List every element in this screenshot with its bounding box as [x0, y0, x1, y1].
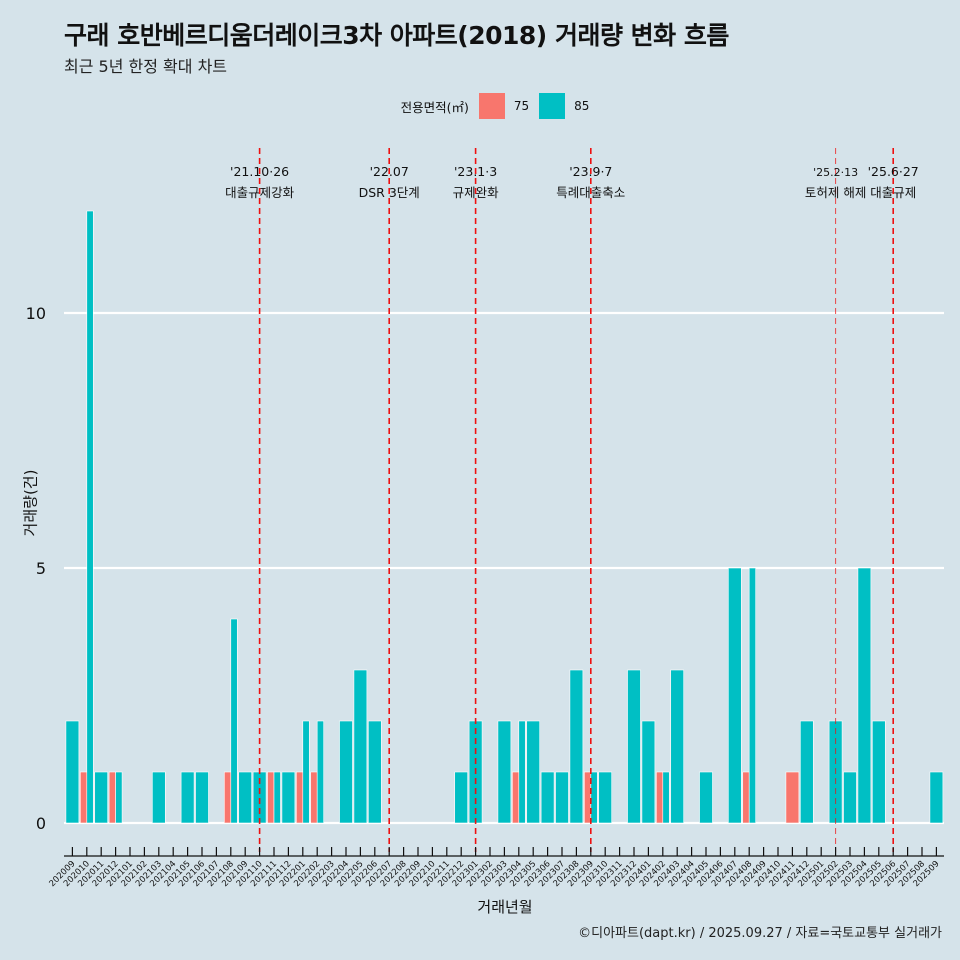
- bar-75-202408: [742, 771, 750, 824]
- legend-label-75: 75: [513, 99, 530, 113]
- event-label-202301: 규제완화: [453, 185, 500, 200]
- bar-75-202201: [296, 771, 304, 824]
- bar-85-202403: [670, 669, 684, 824]
- legend-swatch-75: [478, 93, 505, 119]
- bar-85-202505: [872, 720, 886, 824]
- event-date-202110: '21.10·26: [230, 164, 289, 179]
- bar-85-202012: [115, 771, 123, 824]
- legend-swatch-85: [539, 93, 566, 119]
- event-label-202110: 대출규제강화: [225, 185, 295, 200]
- bar-85-202309: [590, 771, 598, 824]
- bar-85-202109: [238, 771, 252, 824]
- bar-75-202202: [310, 771, 318, 824]
- bar-85-202312: [627, 669, 641, 824]
- chart-title: 구래 호반베르디움더레이크3차 아파트(2018) 거래량 변화 흐름: [64, 21, 729, 50]
- x-axis-title: 거래년월: [477, 898, 533, 916]
- bar-85-202205: [353, 669, 368, 824]
- event-date-202506: '25.6·27: [868, 164, 919, 179]
- bar-85-202405: [699, 771, 713, 824]
- bar-85-202010: [86, 210, 94, 824]
- bar-85-202407: [728, 567, 742, 824]
- bar-75-202010: [80, 771, 88, 824]
- y-tick-label: 10: [26, 304, 46, 323]
- legend-label-85: 85: [574, 99, 590, 113]
- bar-85-202108: [230, 618, 238, 824]
- bar-85-202112: [281, 771, 296, 824]
- bar-75-202111: [267, 771, 275, 824]
- bar-85-202201: [302, 720, 310, 824]
- bar-85-202408: [748, 567, 756, 824]
- bar-85-202401: [641, 720, 656, 824]
- event-label-202506: 대출규제: [870, 185, 916, 200]
- chart-subtitle: 최근 5년 한정 확대 차트: [64, 57, 228, 76]
- bar-85-202105: [180, 771, 195, 824]
- event-date-202207: '22.07: [370, 164, 409, 179]
- bar-85-202504: [857, 567, 872, 824]
- y-tick-label: 5: [36, 559, 46, 578]
- event-label-202502: 토허제 해제: [805, 185, 866, 200]
- bar-75-202012: [108, 771, 116, 824]
- bar-85-202306: [540, 771, 555, 824]
- bar-75-202411: [785, 771, 800, 824]
- bar-85-202206: [368, 720, 382, 824]
- bar-85-202304: [518, 720, 526, 824]
- legend: 전용면적(㎡) 75 85: [0, 93, 960, 119]
- event-date-202502: '25.2·13: [813, 166, 858, 179]
- bar-85-202202: [316, 720, 324, 824]
- bar-85-202106: [195, 771, 209, 824]
- event-date-202301: '23.1·3: [454, 164, 497, 179]
- legend-title: 전용면적(㎡): [400, 99, 469, 115]
- bar-85-202303: [497, 720, 512, 824]
- bar-85-202204: [339, 720, 353, 824]
- y-axis-title: 거래량(건): [21, 469, 40, 537]
- bar-75-202402: [656, 771, 664, 824]
- event-label-202309: 특례대출축소: [556, 185, 625, 200]
- bar-85-202402: [662, 771, 670, 824]
- bar-85-202305: [526, 720, 540, 824]
- bar-85-202103: [152, 771, 166, 824]
- bar-85-202011: [94, 771, 108, 824]
- event-date-202309: '23.9·7: [569, 164, 612, 179]
- bar-75-202309: [584, 771, 592, 824]
- y-tick-label: 0: [36, 814, 46, 833]
- bar-75-202304: [512, 771, 520, 824]
- event-label-202207: DSR 3단계: [359, 185, 420, 200]
- bar-85-202308: [569, 669, 584, 824]
- bar-85-202412: [800, 720, 814, 824]
- bar-85-202310: [598, 771, 612, 824]
- bar-85-202111: [273, 771, 281, 824]
- bar-85-202307: [555, 771, 569, 824]
- source-caption: ©디아파트(dapt.kr) / 2025.09.27 / 자료=국토교통부 실…: [578, 926, 942, 941]
- bar-85-202009: [65, 720, 80, 824]
- bar-85-202509: [929, 771, 944, 824]
- bar-85-202212: [454, 771, 468, 824]
- bar-75-202108: [224, 771, 232, 824]
- bar-85-202503: [843, 771, 857, 824]
